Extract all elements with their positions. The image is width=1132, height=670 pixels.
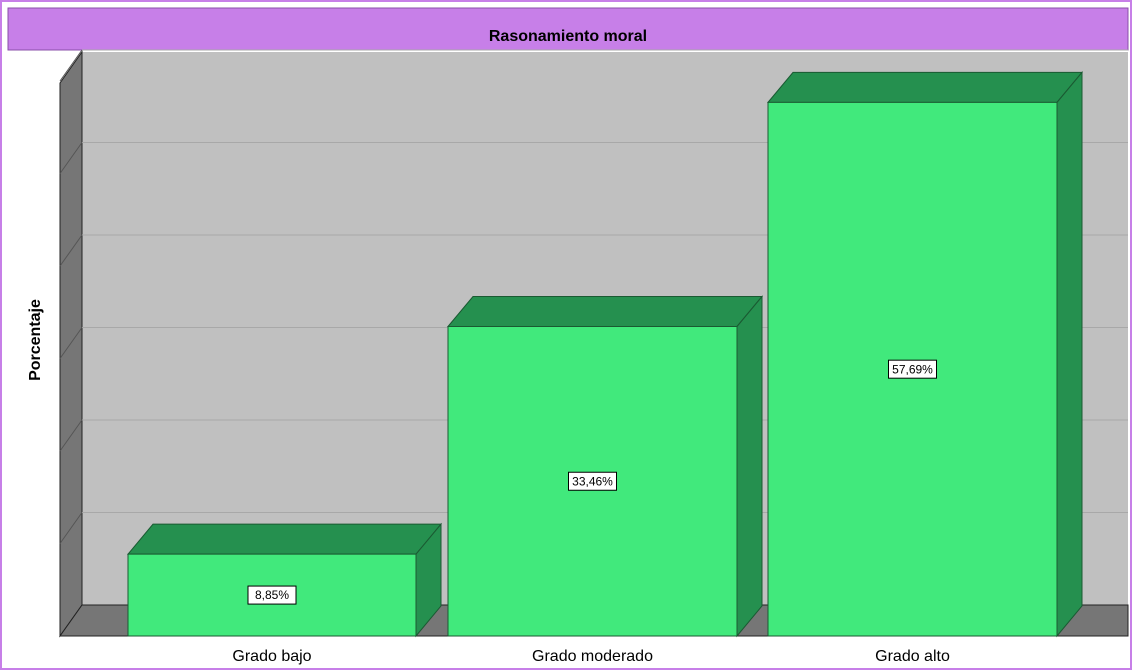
bar-top [766, 71, 1084, 103]
value-label: 8,85% [255, 588, 289, 602]
bar-top [126, 523, 443, 555]
y-axis-label: Porcentaje [27, 299, 44, 381]
wall-grid-line [59, 234, 83, 267]
value-label-box [247, 585, 297, 605]
value-label: 33,46% [572, 474, 613, 488]
left-wall [59, 50, 83, 638]
wall-grid-line [59, 419, 83, 452]
x-tick-label: Grado bajo [232, 648, 311, 665]
wall-grid-line [59, 512, 83, 544]
bar-side [1056, 70, 1083, 638]
x-tick-label: Grado alto [875, 648, 950, 665]
x-tick-label: Grado moderado [532, 648, 653, 665]
wall-grid-line [59, 327, 83, 359]
value-label-box [888, 359, 937, 379]
bar-side [736, 295, 763, 638]
title-bar [7, 7, 1129, 51]
bar-top [446, 295, 764, 327]
chart-title: Rasonamiento moral [489, 28, 647, 45]
value-label-box [568, 471, 617, 491]
value-label: 57,69% [892, 362, 933, 376]
wall-grid-line [59, 142, 83, 174]
wall-grid-line [59, 49, 83, 82]
